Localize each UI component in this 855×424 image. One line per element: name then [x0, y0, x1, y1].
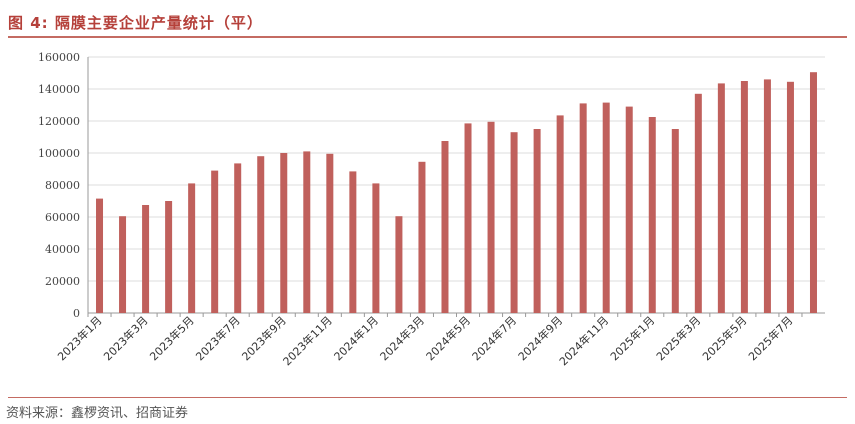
footer-divider — [8, 397, 847, 398]
bar — [533, 129, 541, 313]
x-tick-label: 2024年5月 — [423, 313, 473, 363]
x-tick-label: 2023年3月 — [100, 313, 150, 363]
bar — [625, 106, 633, 313]
bar — [694, 93, 702, 313]
bar — [717, 83, 725, 314]
y-tick-label: 160000 — [38, 51, 80, 64]
bar — [510, 132, 518, 313]
bar — [579, 103, 587, 314]
y-tick-label: 60000 — [45, 211, 80, 224]
x-tick-label: 2024年1月 — [331, 313, 381, 363]
x-tick-label: 2024年7月 — [469, 313, 519, 363]
bar — [257, 156, 265, 313]
chart-title: 图 4: 隔膜主要企业产量统计（平） — [8, 14, 263, 32]
x-tick-label: 2024年3月 — [377, 313, 427, 363]
bar — [372, 183, 380, 313]
bar — [602, 102, 610, 313]
bar — [786, 81, 794, 313]
bar — [648, 117, 656, 313]
x-tick-label: 2025年5月 — [699, 313, 749, 363]
bar — [418, 161, 426, 313]
y-tick-label: 20000 — [45, 275, 80, 288]
x-tick-label: 2025年7月 — [745, 313, 795, 363]
y-tick-label: 140000 — [38, 83, 80, 96]
x-tick-label: 2023年11月 — [280, 313, 335, 368]
bar — [142, 205, 150, 313]
bar — [464, 123, 472, 314]
bar — [119, 216, 127, 313]
x-tick-label: 2023年5月 — [147, 313, 197, 363]
bar — [165, 201, 173, 313]
bar — [809, 72, 817, 313]
bar — [395, 216, 403, 313]
y-tick-label: 40000 — [45, 243, 80, 256]
source-note: 资料来源：鑫椤资讯、招商证券 — [6, 406, 189, 421]
y-tick-label: 0 — [73, 307, 80, 320]
bar — [349, 171, 357, 313]
bar — [740, 81, 748, 313]
title-divider — [8, 36, 847, 38]
bar — [211, 170, 219, 313]
bar — [556, 115, 564, 314]
x-tick-label: 2023年1月 — [54, 313, 104, 363]
bar — [96, 198, 104, 313]
y-tick-label: 80000 — [45, 179, 80, 192]
title-bar: 图 4: 隔膜主要企业产量统计（平） — [8, 12, 847, 36]
bar — [441, 141, 449, 313]
y-tick-label: 120000 — [38, 115, 80, 128]
bar — [487, 121, 495, 313]
bar — [326, 153, 334, 313]
bar — [234, 163, 242, 313]
bar — [303, 151, 311, 313]
bar — [188, 183, 196, 313]
x-tick-label: 2024年9月 — [515, 313, 565, 363]
x-tick-label: 2023年7月 — [193, 313, 243, 363]
bar — [763, 79, 771, 314]
x-tick-label: 2025年3月 — [653, 313, 703, 363]
x-tick-label: 2024年11月 — [556, 313, 611, 368]
x-tick-label: 2025年1月 — [607, 313, 657, 363]
bar — [671, 129, 679, 313]
bar — [280, 153, 288, 313]
y-tick-label: 100000 — [38, 147, 80, 160]
x-tick-label: 2023年9月 — [239, 313, 289, 363]
